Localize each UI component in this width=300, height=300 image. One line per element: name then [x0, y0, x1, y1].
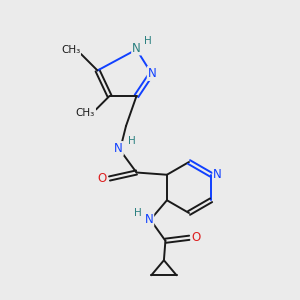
Text: N: N — [213, 168, 222, 181]
Text: O: O — [98, 172, 106, 185]
Text: CH₃: CH₃ — [76, 108, 95, 118]
Text: H: H — [134, 208, 142, 218]
Text: N: N — [148, 67, 157, 80]
Text: N: N — [145, 213, 153, 226]
Text: H: H — [144, 36, 152, 46]
Text: O: O — [191, 231, 201, 244]
Text: CH₃: CH₃ — [61, 45, 80, 56]
Text: H: H — [128, 136, 135, 146]
Text: N: N — [114, 142, 123, 155]
Text: N: N — [132, 41, 141, 55]
